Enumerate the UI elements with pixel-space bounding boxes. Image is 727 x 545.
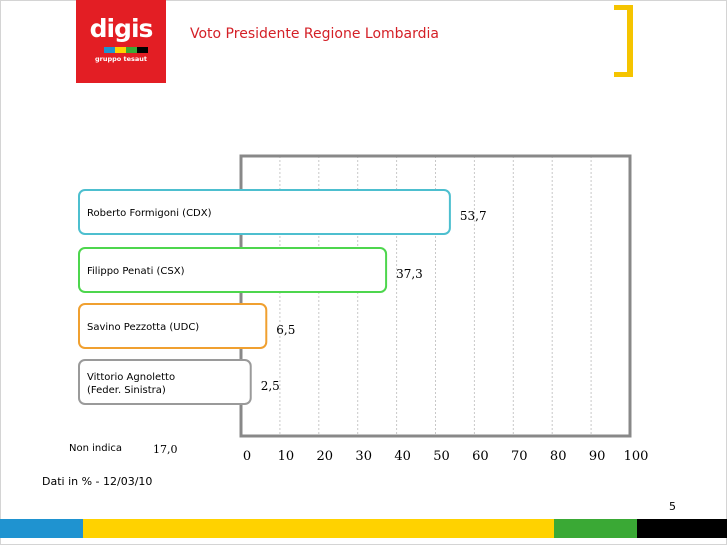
page-number: 5: [669, 500, 676, 513]
logo-word: digis: [89, 14, 154, 43]
bar-value-label: 53,7: [460, 209, 487, 223]
digis-logo: digis gruppo tesaut: [76, 0, 166, 83]
bar-category-label: (Feder. Sinistra): [87, 385, 166, 396]
source-note: Dati in % - 12/03/10: [42, 475, 153, 488]
bar-value-label: 6,5: [276, 323, 295, 337]
bar-category-label: Roberto Formigoni (CDX): [87, 208, 212, 219]
x-tick-label: 100: [624, 449, 649, 464]
x-tick-label: 90: [589, 449, 606, 464]
non-indica-label: Non indica: [69, 443, 122, 454]
x-tick-label: 70: [511, 449, 528, 464]
bracket-ornament-icon: [614, 5, 633, 77]
non-indica-value: 17,0: [153, 443, 178, 456]
bar-category-label: Filippo Penati (CSX): [87, 266, 185, 277]
x-tick-label: 20: [317, 449, 334, 464]
bar-value-label: 37,3: [396, 267, 423, 281]
x-tick-label: 60: [472, 449, 489, 464]
logo-subtext: gruppo tesaut: [94, 55, 148, 63]
bar: [78, 189, 451, 235]
x-tick-label: 30: [355, 449, 372, 464]
bar-category-label: Vittorio Agnoletto: [87, 372, 175, 383]
x-tick-label: 40: [394, 449, 411, 464]
x-tick-label: 80: [550, 449, 567, 464]
page-title: Voto Presidente Regione Lombardia: [190, 26, 440, 42]
plot-frame: [239, 154, 632, 438]
bar-category-label: Savino Pezzotta (UDC): [87, 322, 199, 333]
x-tick-label: 0: [243, 449, 251, 464]
logo-color-strip: [104, 47, 148, 53]
bottom-color-band: [0, 519, 727, 538]
bar: [78, 359, 252, 405]
bar-value-label: 2,5: [261, 379, 280, 393]
x-tick-label: 50: [433, 449, 450, 464]
bar: [78, 303, 268, 349]
x-tick-label: 10: [278, 449, 295, 464]
bar: [78, 247, 388, 293]
